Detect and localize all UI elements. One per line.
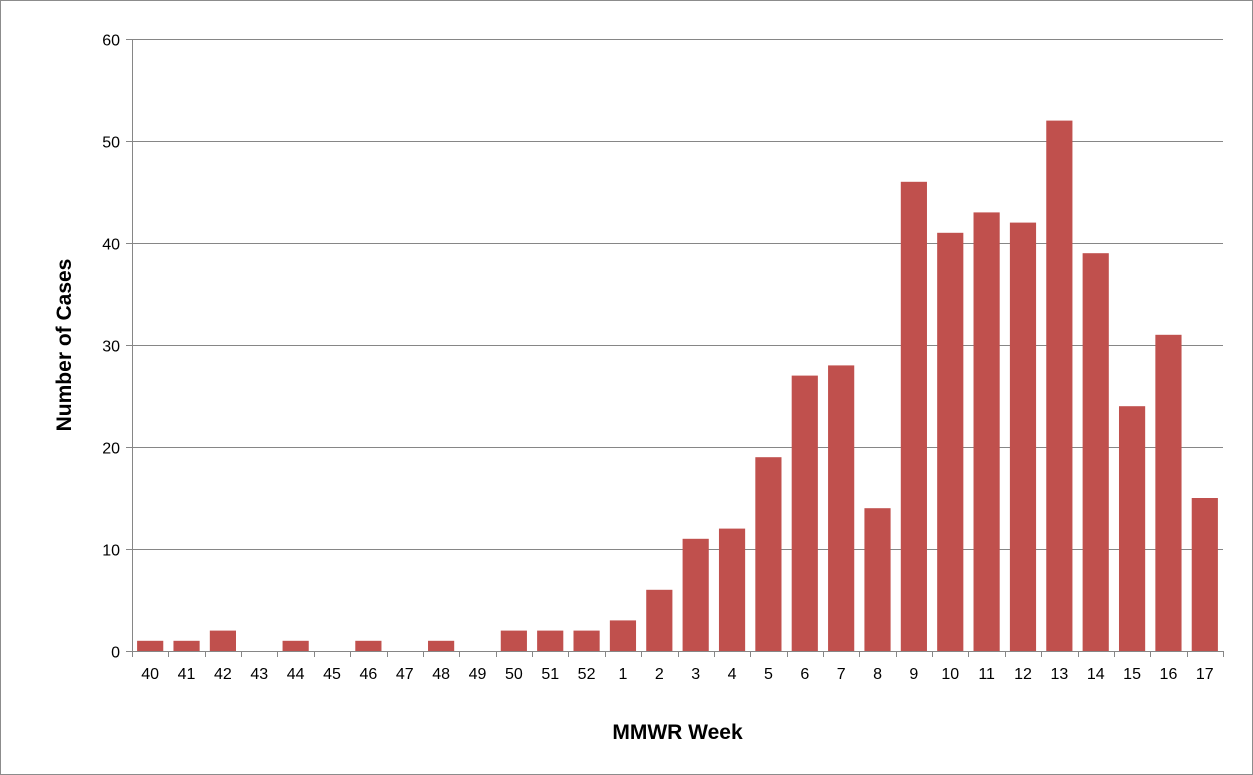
bar-week-13 <box>1046 120 1073 652</box>
x-tick-label: 49 <box>469 666 487 683</box>
bar-week-14 <box>1082 253 1109 651</box>
bar-week-9 <box>900 181 927 652</box>
gridlines <box>132 39 1223 550</box>
x-tick-labels: 40 41 42 43 44 45 46 47 48 49 50 51 52 1 2 3 4 5 6 7 8 9 10 11 1… <box>141 666 1214 683</box>
x-tick-label: 43 <box>250 666 268 683</box>
bar-week-10 <box>937 232 964 652</box>
x-tick-label: 1 <box>618 666 627 683</box>
bar-week-41 <box>173 640 200 651</box>
x-tick-label: 45 <box>323 666 341 683</box>
bar-week-46 <box>355 640 382 651</box>
bar-week-7 <box>828 365 855 651</box>
bar-week-6 <box>791 375 818 651</box>
x-tick-label: 8 <box>873 666 882 683</box>
x-tick-label: 52 <box>578 666 596 683</box>
bar-week-15 <box>1118 406 1146 651</box>
x-tick-label: 10 <box>941 666 959 683</box>
x-tick-label: 14 <box>1087 666 1105 683</box>
y-tick-label: 0 <box>111 645 120 662</box>
bar-week-5 <box>755 457 782 651</box>
x-tick-label: 12 <box>1014 666 1032 683</box>
x-tick-label: 2 <box>655 666 664 683</box>
bar-week-52 <box>573 630 600 651</box>
x-tick-label: 7 <box>837 666 846 683</box>
x-axis-title: MMWR Week <box>612 721 743 744</box>
x-tick-label: 4 <box>728 666 737 683</box>
x-tick-label: 6 <box>800 666 809 683</box>
bar-week-3 <box>682 538 709 651</box>
y-tick-label: 40 <box>102 237 120 254</box>
x-tick-label: 40 <box>141 666 159 683</box>
x-tick-label: 17 <box>1196 666 1214 683</box>
x-tick-label: 48 <box>432 666 450 683</box>
x-tick-label: 13 <box>1050 666 1068 683</box>
bar-week-16 <box>1155 334 1182 651</box>
x-tick-label: 5 <box>764 666 773 683</box>
x-tick-label: 46 <box>359 666 377 683</box>
x-tick-label: 41 <box>178 666 196 683</box>
bar-week-1 <box>609 620 637 651</box>
x-tick-label: 42 <box>214 666 232 683</box>
bar-week-17 <box>1191 498 1218 651</box>
x-tick-label: 47 <box>396 666 414 683</box>
bar-week-42 <box>209 630 236 651</box>
bar-week-44 <box>282 640 309 651</box>
x-tick-label: 16 <box>1160 666 1178 683</box>
y-tick-label: 20 <box>102 441 120 458</box>
bar-week-11 <box>973 212 1000 651</box>
x-tick-label: 44 <box>287 666 305 683</box>
y-tick-label: 50 <box>102 135 120 152</box>
x-tick-label: 50 <box>505 666 523 683</box>
bar-week-12 <box>1009 222 1037 651</box>
bar-week-40 <box>137 640 164 651</box>
bar-week-50 <box>500 630 527 651</box>
bar-week-8 <box>864 508 891 651</box>
bar-week-2 <box>646 589 673 651</box>
bar-week-4 <box>718 528 746 651</box>
y-tick-label: 10 <box>102 543 120 560</box>
axes <box>126 39 1224 657</box>
x-tick-label: 11 <box>978 666 995 683</box>
bar-week-48 <box>428 640 455 651</box>
y-tick-label: 30 <box>102 339 120 356</box>
x-tick-label: 51 <box>541 666 559 683</box>
y-tick-label: 60 <box>102 33 120 50</box>
y-tick-labels: 0 10 20 30 40 50 60 <box>102 33 120 662</box>
x-tick-label: 3 <box>691 666 700 683</box>
bar-week-51 <box>537 630 564 651</box>
x-tick-label: 15 <box>1123 666 1141 683</box>
y-axis-title: Number of Cases <box>53 259 76 432</box>
x-tick-label: 9 <box>909 666 918 683</box>
bars <box>137 120 1218 652</box>
